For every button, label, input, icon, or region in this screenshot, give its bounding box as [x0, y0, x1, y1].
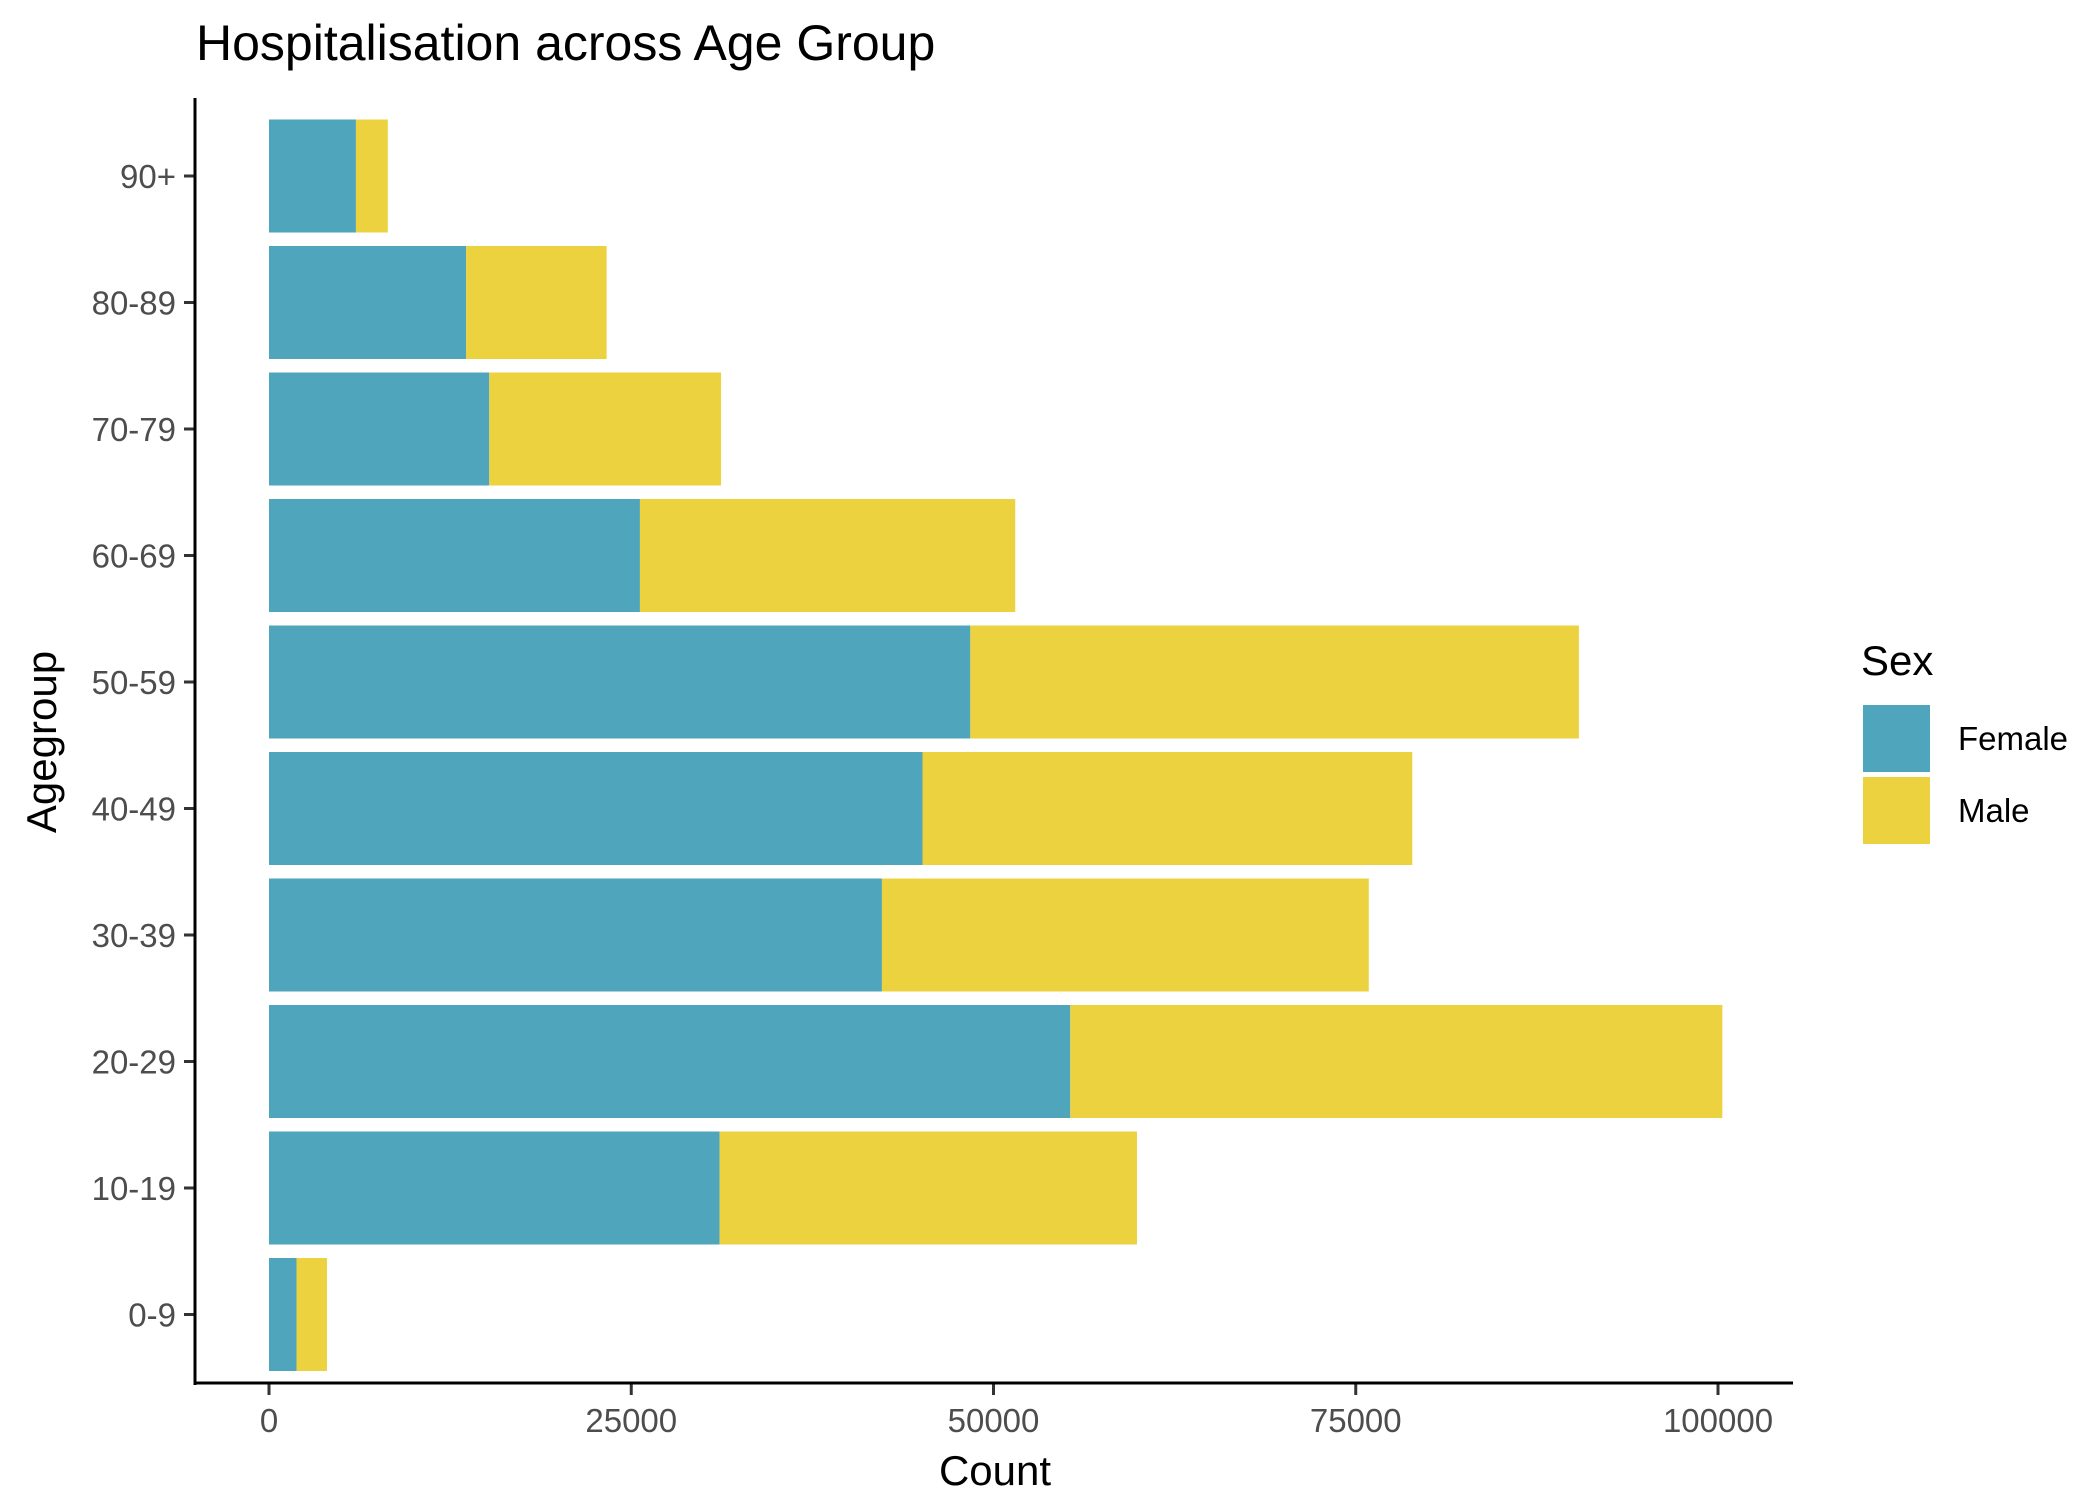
x-axis-ticks: 0 25000 50000 75000 100000 [260, 1384, 1773, 1439]
x-tick-label: 25000 [585, 1402, 677, 1439]
y-axis-title: Agegroup [18, 651, 65, 833]
bar-male-40-49 [922, 752, 1413, 865]
bar-male-60-69 [639, 499, 1016, 612]
legend-label-female: Female [1958, 720, 2068, 757]
x-axis-title: Count [939, 1447, 1051, 1494]
legend-key-male [1863, 777, 1930, 844]
bar-male-0-9 [296, 1258, 327, 1371]
bar-male-80-89 [466, 246, 607, 359]
x-tick-label: 75000 [1310, 1402, 1402, 1439]
y-tick-label: 10-19 [92, 1170, 176, 1207]
bar-female-70-79 [269, 372, 490, 486]
bar-female-0-9 [269, 1258, 297, 1371]
y-tick-label: 70-79 [92, 411, 176, 448]
x-tick-label: 50000 [948, 1402, 1040, 1439]
y-tick-label: 30-39 [92, 917, 176, 954]
legend: Sex Female Male [1861, 637, 2068, 844]
y-axis-ticks: 0-9 10-19 20-29 30-39 40-49 50-59 60-69 70-79 80… [92, 158, 195, 1334]
bar-female-40-49 [269, 752, 923, 865]
bar-male-20-29 [1070, 1005, 1723, 1118]
bar-female-20-29 [269, 1005, 1071, 1118]
bar-female-60-69 [269, 499, 640, 612]
legend-title: Sex [1861, 637, 1933, 684]
x-tick-label: 100000 [1663, 1402, 1773, 1439]
y-tick-label: 20-29 [92, 1044, 176, 1081]
y-tick-label: 80-89 [92, 285, 176, 322]
bar-male-10-19 [719, 1131, 1137, 1245]
bar-female-10-19 [269, 1131, 720, 1245]
bar-male-70-79 [489, 372, 722, 486]
bar-female-90+ [269, 119, 356, 233]
y-tick-label: 40-49 [92, 791, 176, 828]
chart-title: Hospitalisation across Age Group [196, 15, 935, 71]
y-tick-label: 0-9 [128, 1297, 176, 1334]
y-tick-label: 90+ [120, 158, 176, 195]
x-tick-label: 0 [260, 1402, 278, 1439]
bar-female-50-59 [269, 625, 971, 739]
bar-female-80-89 [269, 246, 467, 359]
bar-male-50-59 [970, 625, 1579, 739]
bar-male-90+ [355, 119, 388, 233]
y-tick-label: 50-59 [92, 664, 176, 701]
y-tick-label: 60-69 [92, 538, 176, 575]
bar-female-30-39 [269, 878, 882, 992]
bar-male-30-39 [881, 878, 1369, 992]
bars-layer [269, 119, 1723, 1371]
legend-key-female [1863, 705, 1930, 772]
legend-label-male: Male [1958, 792, 2030, 829]
